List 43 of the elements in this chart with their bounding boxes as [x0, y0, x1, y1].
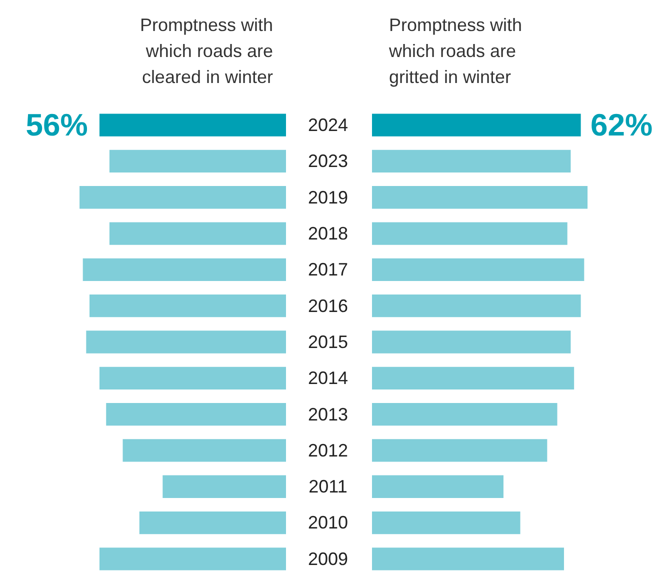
bar [372, 114, 581, 136]
bar [162, 475, 286, 498]
bar [372, 475, 504, 498]
data-label: 56% [26, 108, 88, 143]
y-tick-label: 2017 [308, 260, 348, 280]
y-tick-label: 2018 [308, 224, 348, 244]
y-tick-label: 2012 [308, 440, 348, 460]
bar [86, 330, 286, 354]
y-tick-label: 2011 [308, 476, 348, 497]
bar [372, 330, 571, 354]
y-tick-label: 2019 [308, 187, 348, 208]
bar [139, 511, 286, 534]
chart-title: Promptness with which roads are gritted in winter [389, 14, 524, 89]
bar [372, 439, 548, 462]
chart-title: Promptness with which roads are cleared in winter [138, 14, 273, 89]
y-tick-label: 2013 [308, 404, 348, 424]
bar [372, 294, 581, 318]
y-tick-label: 2015 [308, 332, 348, 352]
bar [109, 222, 286, 245]
y-tick-label: 2016 [308, 296, 348, 316]
bar [372, 150, 571, 173]
y-tick-label: 2014 [308, 368, 348, 388]
bar [372, 222, 568, 245]
bar [99, 366, 286, 390]
y-tick-label: 2009 [308, 548, 348, 569]
bar [80, 186, 286, 209]
bar [106, 402, 286, 426]
bar [99, 114, 286, 136]
bar [109, 150, 286, 173]
y-tick-label: 2023 [308, 151, 348, 172]
bar [82, 258, 286, 282]
bar [99, 548, 286, 570]
data-label: 62% [590, 108, 653, 143]
bar [372, 366, 574, 390]
bar [372, 548, 564, 570]
bar [122, 439, 286, 462]
bar [89, 294, 286, 318]
bar [372, 511, 520, 534]
bar [372, 186, 588, 209]
y-tick-label: 2010 [308, 512, 348, 533]
bar [372, 402, 558, 426]
y-tick-label: 2024 [308, 115, 348, 136]
bar [372, 258, 584, 282]
